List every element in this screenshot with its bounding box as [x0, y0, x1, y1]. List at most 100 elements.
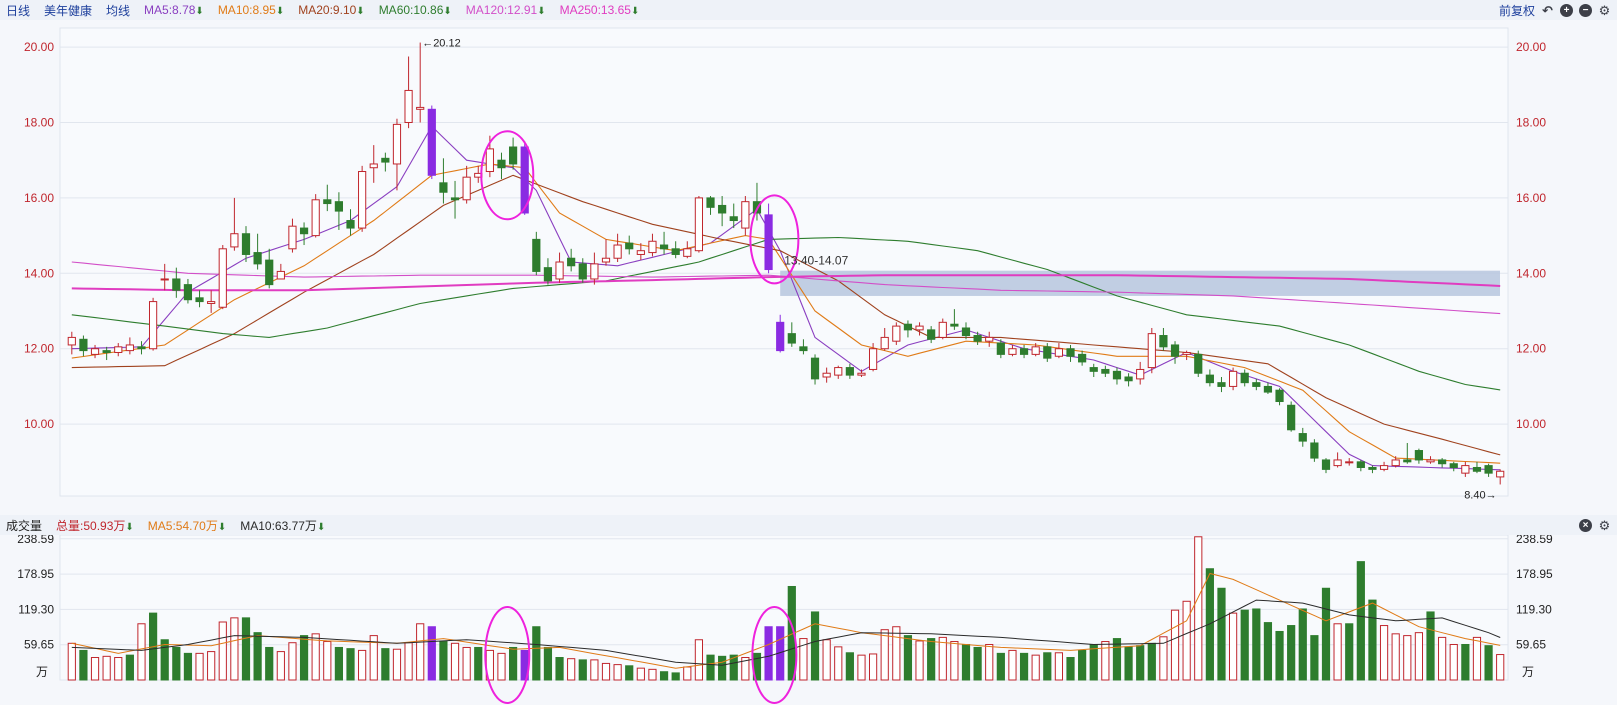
- candle-body: [172, 278, 181, 291]
- zoom-out-icon[interactable]: −: [1579, 3, 1592, 17]
- volume-bar: [857, 654, 866, 681]
- candle-body: [369, 163, 378, 169]
- settings-icon[interactable]: ⚙: [1598, 2, 1611, 18]
- volume-bar: [590, 659, 599, 681]
- candle-body: [1252, 382, 1261, 387]
- price-chart[interactable]: 20.00 20.00 18.00 18.00 16.00 16.00 14.00 14.00…: [0, 20, 1617, 515]
- adjust-mode-button[interactable]: 前复权: [1498, 3, 1535, 18]
- candle-body: [776, 321, 785, 352]
- volume-highlight-ellipse: [484, 606, 531, 704]
- volume-bar: [1205, 568, 1214, 681]
- volume-bar: [1240, 609, 1249, 681]
- main-chart-tools: 前复权 ↶ + − ⚙: [1499, 0, 1611, 20]
- volume-bar: [241, 617, 251, 681]
- volume-bar: [276, 651, 285, 681]
- volume-bar: [567, 658, 576, 681]
- volume-bar: [114, 657, 123, 681]
- ma-line-ma20: [71, 174, 1501, 456]
- candle-body: [334, 201, 344, 212]
- period-selector[interactable]: 日线: [6, 3, 31, 18]
- ma-legend-item-3[interactable]: MA60:10.86⬇: [378, 3, 452, 17]
- volume-tools: × ⚙: [1579, 515, 1611, 535]
- down-arrow-icon: ⬇: [356, 6, 365, 17]
- settings-icon[interactable]: ⚙: [1598, 517, 1611, 533]
- volume-bar: [230, 617, 239, 681]
- volume-bar: [543, 646, 553, 681]
- volume-bar: [1263, 622, 1273, 681]
- candle-body: [1112, 370, 1122, 380]
- candle-body: [1287, 404, 1296, 431]
- volume-legend-item-1[interactable]: MA5:54.70万⬇: [147, 518, 227, 533]
- candle-body: [578, 263, 587, 280]
- candle-body: [1379, 465, 1389, 470]
- candle-body: [1275, 389, 1284, 403]
- volume-bar: [1438, 636, 1447, 681]
- ma-menu[interactable]: 均线: [106, 3, 131, 18]
- volume-bar: [985, 643, 994, 681]
- volume-legend-item-2[interactable]: MA10:63.77万⬇: [240, 518, 326, 533]
- candle-body: [90, 348, 100, 355]
- undo-icon[interactable]: ↶: [1542, 2, 1553, 18]
- volume-tick-label-right: 238.59: [1516, 535, 1553, 546]
- volume-bar: [1426, 611, 1435, 681]
- volume-bar: [462, 646, 471, 681]
- down-arrow-icon: ⬇: [217, 521, 227, 533]
- volume-bar: [404, 642, 413, 681]
- volume-chart[interactable]: 238.59 238.59 178.95 178.95 119.30 119.30 59.6…: [0, 535, 1617, 705]
- candle-body: [1043, 346, 1052, 359]
- candle-body: [636, 250, 645, 255]
- down-arrow-icon: ⬇: [537, 6, 546, 17]
- close-icon[interactable]: ×: [1579, 518, 1592, 532]
- candle-body: [1078, 353, 1087, 363]
- candle-body: [427, 108, 436, 176]
- volume-legend-item-0[interactable]: 总量:50.93万⬇: [56, 518, 134, 533]
- candle-body: [1356, 461, 1365, 468]
- volume-bar: [648, 668, 657, 681]
- candle-body: [625, 242, 634, 250]
- ma-legend-item-4[interactable]: MA120:12.91⬇: [465, 3, 546, 17]
- volume-bar: [1089, 643, 1098, 681]
- volume-tick-label-left: 119.30: [18, 602, 54, 616]
- candle-body: [265, 259, 274, 286]
- candle-body: [1124, 376, 1133, 382]
- candle-body: [1240, 372, 1249, 384]
- zoom-in-icon[interactable]: +: [1560, 3, 1573, 17]
- volume-bar: [311, 633, 320, 681]
- volume-bar: [636, 667, 645, 681]
- candle-body: [241, 233, 251, 255]
- candle-body: [1461, 465, 1470, 474]
- volume-bar: [1356, 561, 1365, 681]
- y-tick-label-right: 20.00: [1516, 40, 1546, 54]
- volume-bar: [1310, 635, 1319, 681]
- ma-legend-item-2[interactable]: MA20:9.10⬇: [298, 3, 365, 17]
- candle-body: [323, 199, 332, 205]
- volume-bar: [1147, 642, 1156, 681]
- volume-unit-right: 万: [1522, 665, 1534, 679]
- volume-bar: [195, 652, 204, 681]
- ma-legend-item-5[interactable]: MA250:13.65⬇: [559, 3, 640, 17]
- candle-body: [1321, 459, 1331, 470]
- candle-body: [1449, 463, 1458, 468]
- volume-bar: [1043, 652, 1052, 681]
- candle-body: [450, 197, 460, 201]
- candle-body: [497, 159, 506, 169]
- candle-body: [148, 301, 158, 350]
- ma-legend-item-1[interactable]: MA10:8.95⬇: [217, 3, 285, 17]
- candle-body: [230, 233, 239, 248]
- volume-bar: [288, 642, 297, 681]
- candle-body: [613, 244, 622, 259]
- candle-body: [1170, 344, 1180, 357]
- volume-bar: [996, 652, 1005, 681]
- down-arrow-icon: ⬇: [443, 6, 452, 17]
- ma-legend: MA5:8.78⬇ MA10:8.95⬇ MA20:9.10⬇ MA60:10.86⬇…: [144, 3, 653, 17]
- candle-body: [1228, 370, 1238, 387]
- ma-legend-item-0[interactable]: MA5:8.78⬇: [144, 3, 204, 17]
- volume-bar: [950, 641, 959, 681]
- candle-body: [915, 325, 924, 331]
- volume-bar: [1194, 536, 1203, 681]
- candle-body: [1217, 382, 1226, 387]
- volume-bar: [67, 642, 76, 681]
- volume-bar: [973, 646, 982, 681]
- volume-tick-label-left: 238.59: [17, 535, 54, 546]
- y-tick-label-right: 18.00: [1516, 115, 1546, 129]
